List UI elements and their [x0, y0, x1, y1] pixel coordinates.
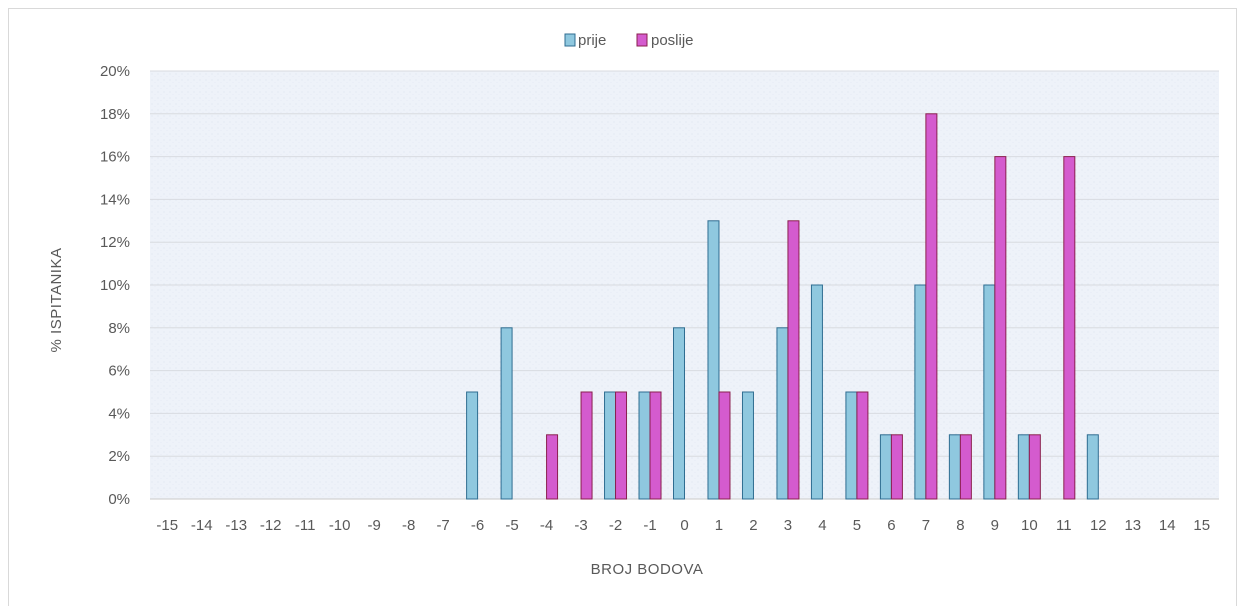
bar-poslije--1 — [649, 391, 662, 500]
bar-prije-7 — [914, 284, 927, 500]
x-axis-title: BROJ BODOVA — [591, 561, 704, 578]
x-axis: -15 -14 -13 -12 -11 -10 -9 -8 -7 -6 -5 -4 -3 -2 -1 0 1 2 3… — [156, 517, 1210, 534]
bar-prije-9 — [983, 284, 996, 500]
y-tick-label: 16% — [100, 149, 130, 166]
x-tick-label: 0 — [680, 517, 688, 534]
bar-prije--2 — [604, 391, 617, 500]
bar-poslije-9 — [994, 156, 1007, 500]
x-tick-label: -9 — [367, 517, 380, 534]
x-tick-label: 5 — [853, 517, 861, 534]
bar-prije--6 — [466, 391, 479, 500]
bar-prije-6 — [879, 434, 892, 500]
x-tick-label: 4 — [818, 517, 826, 534]
y-tick-label: 20% — [100, 63, 130, 80]
x-tick-label: 10 — [1021, 517, 1038, 534]
y-tick-label: 6% — [108, 363, 130, 380]
bar-poslije-1 — [718, 391, 731, 500]
y-tick-label: 4% — [108, 405, 130, 422]
x-tick-label: 9 — [991, 517, 999, 534]
bar-poslije-10 — [1028, 434, 1041, 500]
x-tick-label: 14 — [1159, 517, 1176, 534]
bar-prije-8 — [948, 434, 961, 500]
x-tick-label: 8 — [956, 517, 964, 534]
bar-poslije--3 — [580, 391, 593, 500]
bar-poslije-5 — [856, 391, 869, 500]
x-tick-label: -1 — [643, 517, 656, 534]
x-tick-label: -8 — [402, 517, 415, 534]
x-tick-label: 6 — [887, 517, 895, 534]
x-tick-label: 1 — [715, 517, 723, 534]
y-tick-label: 12% — [100, 234, 130, 251]
y-tick-label: 18% — [100, 106, 130, 123]
x-tick-label: -2 — [609, 517, 622, 534]
x-tick-label: 13 — [1124, 517, 1141, 534]
x-tick-label: -3 — [574, 517, 587, 534]
bar-poslije--2 — [615, 391, 628, 500]
x-tick-label: -4 — [540, 517, 553, 534]
y-tick-label: 10% — [100, 277, 130, 294]
legend-label-prije: prije — [578, 32, 606, 49]
y-axis-title: % ISPITANIKA — [48, 248, 65, 353]
bar-prije--1 — [638, 391, 651, 500]
x-tick-label: -15 — [156, 517, 178, 534]
bar-prije-1 — [707, 220, 720, 500]
x-tick-label: -11 — [295, 517, 316, 534]
bar-poslije-3 — [787, 220, 800, 500]
x-tick-label: 12 — [1090, 517, 1107, 534]
bar-poslije-8 — [959, 434, 972, 500]
bar-prije-3 — [776, 327, 789, 500]
x-tick-label: 2 — [749, 517, 757, 534]
y-axis: 0% 2% 4% 6% 8% 10% 12% 14% 16% 18% 20% — [100, 63, 130, 508]
bar-prije-12 — [1086, 434, 1099, 500]
y-tick-label: 0% — [108, 491, 130, 508]
bar-poslije--4 — [546, 434, 559, 500]
y-tick-label: 8% — [108, 320, 130, 337]
x-tick-label: -14 — [191, 517, 213, 534]
x-tick-label: -10 — [329, 517, 351, 534]
bar-poslije-11 — [1063, 156, 1076, 500]
x-tick-label: 15 — [1193, 517, 1210, 534]
bar-poslije-6 — [890, 434, 903, 500]
y-tick-label: 14% — [100, 191, 130, 208]
x-tick-label: 11 — [1056, 517, 1072, 534]
bar-prije-0 — [673, 327, 685, 500]
bar-prije-10 — [1017, 434, 1030, 500]
bar-prije--5 — [500, 327, 513, 500]
legend-label-poslije: poslije — [651, 32, 694, 49]
x-tick-label: 7 — [922, 517, 930, 534]
bar-prije-5 — [845, 391, 858, 500]
x-tick-label: -5 — [505, 517, 518, 534]
bar-prije-4 — [810, 284, 823, 500]
x-tick-label: -13 — [225, 517, 247, 534]
x-tick-label: -7 — [436, 517, 449, 534]
y-tick-label: 2% — [108, 448, 130, 465]
bar-prije-2 — [741, 391, 754, 500]
gridlines — [150, 70, 1219, 500]
bar-poslije-7 — [925, 113, 938, 500]
x-tick-label: 3 — [784, 517, 792, 534]
bars — [466, 113, 1099, 500]
x-tick-label: -12 — [260, 517, 282, 534]
legend-swatch-prije — [564, 33, 576, 47]
x-tick-label: -6 — [471, 517, 484, 534]
legend-swatch-poslije — [636, 33, 648, 47]
legend: prije poslije — [564, 32, 694, 49]
